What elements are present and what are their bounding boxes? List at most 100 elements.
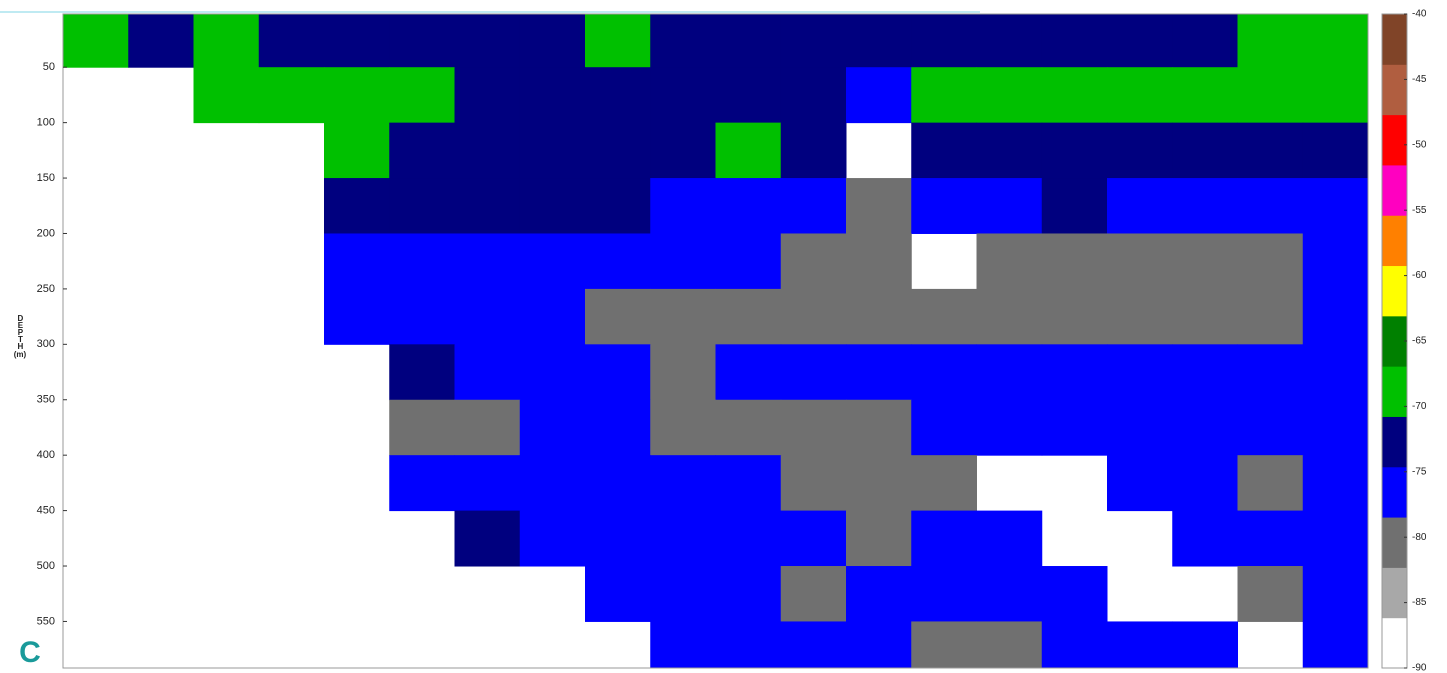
cell: [716, 621, 782, 668]
cell: [1238, 233, 1304, 289]
cell: [650, 455, 716, 511]
cell: [455, 289, 521, 345]
cell: [911, 289, 977, 345]
cell: [128, 14, 194, 68]
cell: [846, 233, 912, 289]
y-tick-label: 200: [37, 227, 55, 239]
colorbar-tick-label: -50: [1412, 139, 1427, 150]
cell: [781, 511, 847, 567]
colorbar-tick-label: -45: [1412, 74, 1427, 85]
cell: [846, 566, 912, 622]
cell: [781, 455, 847, 511]
cell: [1303, 621, 1369, 668]
cell: [911, 67, 977, 123]
cell: [650, 123, 716, 179]
cell: [520, 455, 586, 511]
y-tick-label: 150: [37, 172, 55, 184]
cell: [650, 178, 716, 234]
cell: [911, 455, 977, 511]
cell: [520, 344, 586, 400]
cell: [977, 178, 1043, 234]
cell: [781, 123, 847, 179]
cell: [389, 123, 455, 179]
colorbar-swatch: [1382, 266, 1407, 317]
cell: [520, 400, 586, 456]
cell: [846, 67, 912, 123]
cell: [650, 511, 716, 567]
cell: [1042, 178, 1108, 234]
cell: [389, 178, 455, 234]
cell: [1238, 455, 1304, 511]
cell: [585, 400, 651, 456]
cell: [781, 289, 847, 345]
cell: [716, 67, 782, 123]
cell: [389, 344, 455, 400]
cell: [1303, 455, 1369, 511]
cell: [911, 123, 977, 179]
cell: [1238, 289, 1304, 345]
y-tick-label: 100: [37, 117, 55, 129]
cell: [585, 566, 651, 622]
colorbar-tick-label: -60: [1412, 270, 1427, 281]
cell: [716, 233, 782, 289]
cell: [911, 400, 977, 456]
cell: [846, 621, 912, 668]
cell: [846, 14, 912, 68]
cell: [63, 14, 129, 68]
cell: [781, 178, 847, 234]
cell: [1107, 123, 1173, 179]
cell: [846, 400, 912, 456]
cell: [1172, 178, 1238, 234]
cell: [1107, 14, 1173, 68]
cell: [1107, 67, 1173, 123]
colorbar-tick-label: -85: [1412, 597, 1427, 608]
cell: [389, 400, 455, 456]
cell: [781, 400, 847, 456]
cell: [1042, 344, 1108, 400]
colorbar-swatch: [1382, 618, 1407, 669]
cell: [781, 14, 847, 68]
cell: [1303, 289, 1369, 345]
y-tick-label: 450: [37, 505, 55, 517]
cell: [389, 455, 455, 511]
cell: [781, 566, 847, 622]
cell: [585, 123, 651, 179]
cell: [1107, 400, 1173, 456]
y-axis-unit: (m): [14, 350, 27, 359]
cell: [650, 400, 716, 456]
cell: [520, 289, 586, 345]
cell: [1107, 455, 1173, 511]
cell: [716, 178, 782, 234]
cell: [520, 14, 586, 68]
cell: [977, 67, 1043, 123]
cell: [1172, 233, 1238, 289]
cell: [585, 511, 651, 567]
cell: [1303, 566, 1369, 622]
cell: [1172, 511, 1238, 567]
cell: [1303, 14, 1369, 68]
colorbar-swatch: [1382, 215, 1407, 266]
cell: [520, 233, 586, 289]
colorbar-tick-label: -80: [1412, 532, 1427, 543]
cell: [716, 455, 782, 511]
cell: [650, 67, 716, 123]
cell: [1238, 566, 1304, 622]
colorbar-swatch: [1382, 64, 1407, 115]
cell: [1042, 400, 1108, 456]
cell: [1042, 621, 1108, 668]
colorbar-swatch: [1382, 115, 1407, 166]
y-tick-label: 300: [37, 338, 55, 350]
cell: [781, 233, 847, 289]
colorbar-swatch: [1382, 14, 1407, 65]
cell: [1107, 178, 1173, 234]
cell: [1172, 344, 1238, 400]
cell: [585, 67, 651, 123]
cell: [455, 14, 521, 68]
cell: [911, 14, 977, 68]
cell: [716, 511, 782, 567]
cell: [846, 511, 912, 567]
cell: [324, 67, 390, 123]
cell: [716, 123, 782, 179]
cell: [650, 14, 716, 68]
cell: [781, 67, 847, 123]
